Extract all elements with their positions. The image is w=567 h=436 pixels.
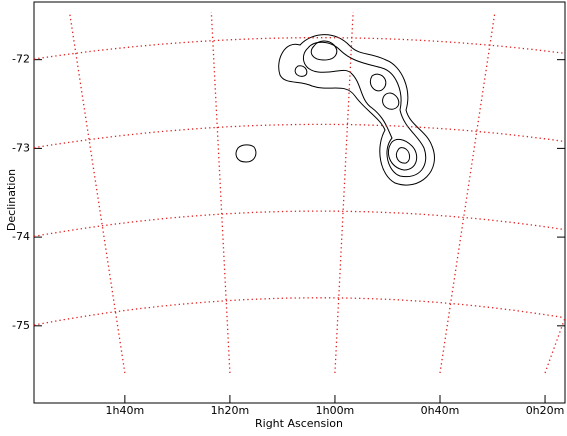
grid-line	[33, 297, 565, 326]
plot-frame	[33, 1, 566, 404]
contour	[382, 92, 400, 110]
grid-line	[544, 317, 566, 374]
contours	[235, 34, 435, 186]
contour	[395, 147, 411, 164]
grid-line	[334, 11, 354, 374]
x-tick-label: 1h20m	[211, 404, 250, 417]
contour	[388, 138, 418, 171]
contour	[302, 41, 427, 178]
contour	[278, 34, 435, 186]
y-tick-label: -72	[12, 53, 30, 66]
x-tick-label: 1h40m	[106, 404, 145, 417]
contour	[310, 40, 338, 61]
contour	[235, 144, 257, 163]
y-axis-title: Declination	[5, 169, 18, 231]
y-tick-label: -75	[12, 319, 30, 332]
y-tick-label: -74	[12, 230, 30, 243]
grid-line	[33, 37, 565, 60]
grid-line	[33, 210, 565, 238]
x-tick-label: 0h40m	[421, 404, 460, 417]
y-tick-label: -73	[12, 141, 30, 154]
x-tick-label: 0h20m	[526, 404, 565, 417]
x-axis-title: Right Ascension	[255, 417, 343, 430]
grid-line	[33, 123, 565, 149]
contour	[370, 73, 387, 92]
x-tick-label: 1h00m	[316, 404, 355, 417]
grid-line	[439, 11, 496, 374]
grid-line	[210, 11, 231, 374]
grid-line	[68, 11, 126, 374]
contour	[294, 65, 308, 77]
